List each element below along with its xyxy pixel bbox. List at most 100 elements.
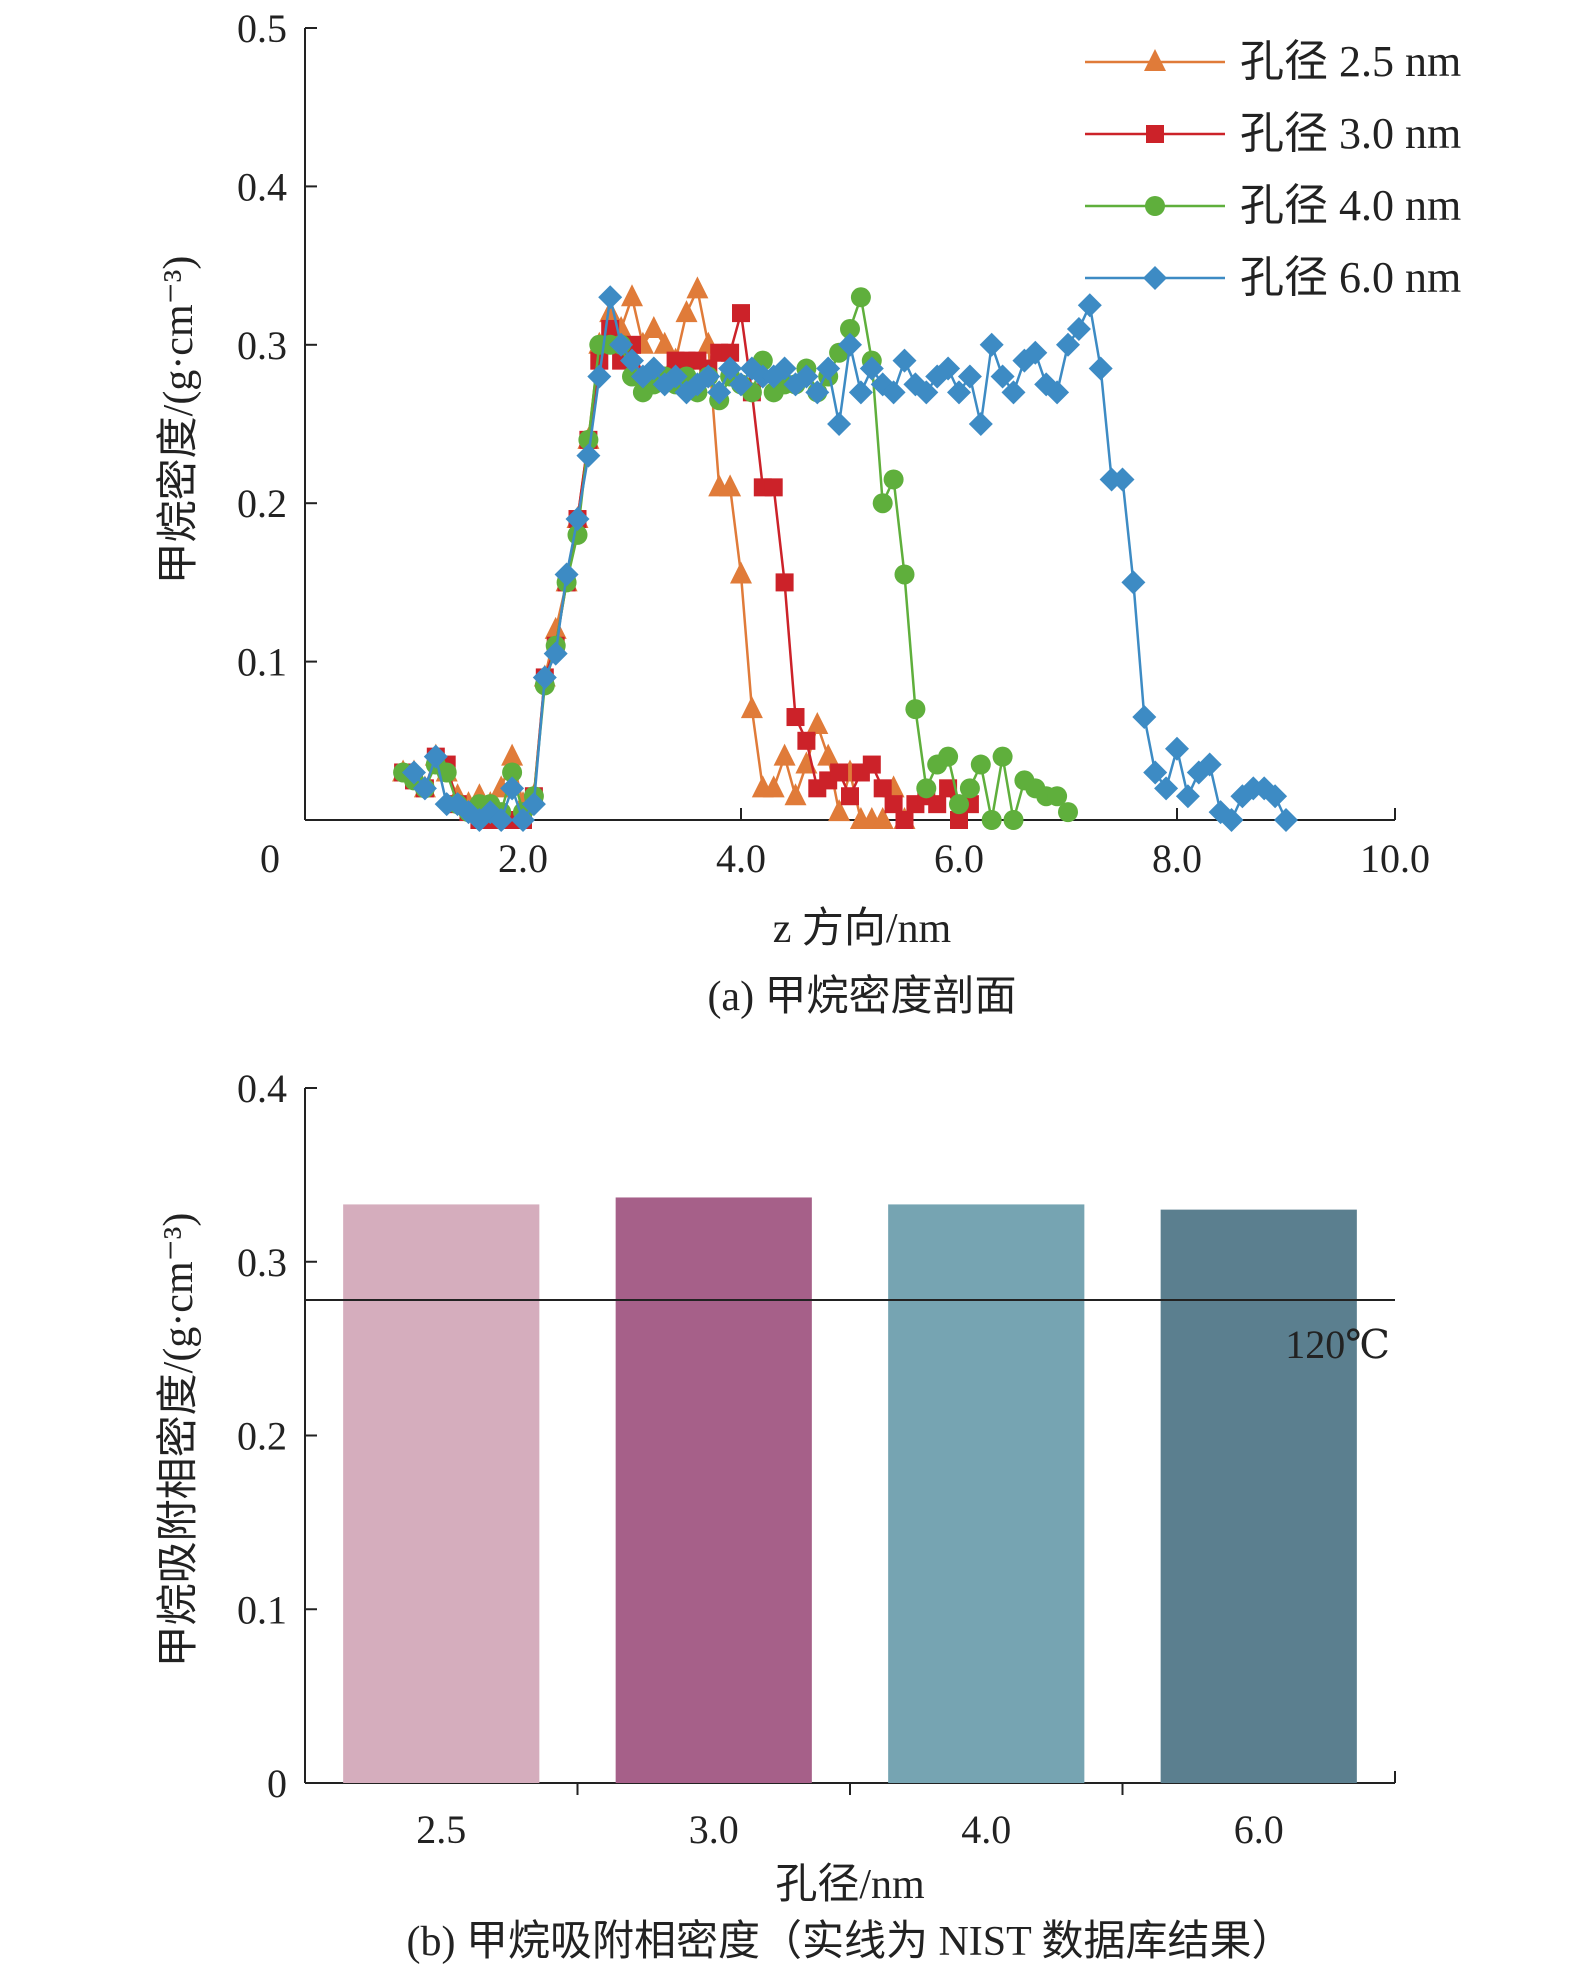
data-point: [729, 372, 753, 397]
data-point: [544, 616, 567, 639]
chart-b-y-tick-label: 0: [267, 1761, 287, 1806]
data-point: [881, 380, 906, 405]
data-point: [501, 743, 524, 766]
chart-b-y-tick-label: 0.3: [237, 1240, 287, 1285]
data-point: [905, 699, 926, 720]
data-point: [1219, 808, 1244, 832]
reference-line-label: 120℃: [1285, 1322, 1390, 1367]
chart-a-x-tick-label: 8.0: [1152, 836, 1202, 881]
data-point: [872, 493, 893, 514]
data-point: [511, 808, 535, 832]
data-point: [718, 356, 743, 381]
chart-a-x-ticks: 0 2.0 4.0 6.0 8.0 10.0: [260, 808, 1430, 881]
chart-a-y-tick-label: 0.4: [237, 164, 287, 209]
data-point: [947, 380, 971, 405]
chart-a-x-tick-label: 10.0: [1360, 836, 1430, 881]
data-point: [707, 380, 732, 405]
data-point: [620, 348, 644, 373]
data-point: [402, 760, 426, 785]
data-point: [686, 276, 709, 299]
data-point: [412, 776, 437, 801]
data-point: [816, 356, 841, 381]
legend-marker: [1146, 125, 1164, 143]
data-point: [939, 779, 958, 798]
data-point: [1066, 316, 1091, 341]
data-point: [696, 364, 721, 389]
series-line: [412, 297, 1288, 823]
legend-marker: [1144, 49, 1166, 71]
data-point: [762, 775, 785, 798]
data-point: [1003, 810, 1024, 830]
chart-a-legend: 孔径 2.5 nm 孔径 3.0 nm 孔径 4.0 nm 孔径 6.0 nm: [1085, 37, 1461, 302]
data-point: [587, 364, 612, 389]
data-point: [830, 763, 849, 782]
data-point: [784, 783, 807, 806]
data-point: [859, 356, 884, 381]
data-point: [642, 315, 665, 338]
data-point: [590, 351, 609, 370]
chart-a-y-tick-label: 0.1: [237, 640, 287, 685]
series-4: [402, 285, 1298, 832]
chart-a-x-tick-label: 4.0: [716, 836, 766, 881]
data-point: [916, 778, 937, 799]
data-point: [838, 332, 862, 357]
data-point: [721, 343, 740, 362]
data-point: [841, 787, 859, 806]
data-point: [719, 474, 742, 497]
legend-item: 孔径 2.5 nm: [1085, 37, 1461, 86]
chart-a-y-tick-label: 0.5: [237, 6, 287, 51]
data-point: [827, 412, 852, 436]
data-point: [817, 743, 840, 766]
data-point: [598, 285, 623, 310]
chart-a-caption: (a) 甲烷密度剖面: [707, 973, 1016, 1020]
data-point: [653, 331, 676, 354]
legend-item: 孔径 3.0 nm: [1085, 109, 1461, 158]
data-point: [848, 380, 873, 405]
chart-b-y-ticks: 0 0.1 0.2 0.3 0.4: [237, 1066, 317, 1806]
data-point: [1023, 340, 1048, 365]
chart-b-y-tick-label: 0.2: [237, 1414, 287, 1459]
data-point: [423, 744, 448, 769]
data-point: [949, 794, 969, 815]
data-point: [950, 811, 968, 829]
data-point: [894, 564, 915, 585]
data-point: [609, 332, 634, 357]
data-point: [1154, 776, 1179, 801]
legend-item: 孔径 4.0 nm: [1085, 181, 1461, 230]
data-point: [979, 332, 1004, 357]
data-point: [772, 356, 797, 381]
chart-a-y-ticks: 0.1 0.2 0.3 0.4 0.5: [237, 6, 317, 685]
data-point: [489, 808, 514, 832]
legend-label: 孔径 6.0 nm: [1240, 253, 1461, 302]
data-point: [1165, 736, 1189, 761]
data-point: [1045, 380, 1070, 405]
data-point: [641, 356, 666, 381]
chart-a-x-tick-label: 6.0: [934, 836, 984, 881]
bar: [1160, 1209, 1357, 1783]
chart-b-bars: [343, 1197, 1357, 1783]
data-point: [1263, 784, 1288, 809]
chart-a-xlabel: z 方向/nm: [773, 906, 952, 952]
data-point: [957, 364, 982, 389]
data-point: [981, 810, 1002, 830]
data-point: [1056, 332, 1080, 357]
data-point: [805, 380, 830, 405]
data-point: [543, 641, 568, 666]
legend-marker: [1143, 266, 1167, 290]
data-point: [1143, 760, 1168, 785]
data-point: [1175, 784, 1200, 809]
chart-a-x-tick-label: 0: [260, 836, 280, 881]
data-point: [1058, 802, 1078, 823]
chart-a-y-tick-label: 0.3: [237, 323, 287, 368]
data-point: [1001, 380, 1026, 405]
chart-a-y-tick-label: 0.2: [237, 481, 287, 526]
data-point: [895, 811, 914, 829]
chart-b-xlabel: 孔径/nm: [775, 1862, 925, 1908]
data-point: [576, 443, 601, 468]
data-point: [840, 318, 860, 339]
chart-b-ylabel: 甲烷吸附相密度/(g·cm⁻³): [155, 1213, 202, 1668]
data-point: [992, 746, 1013, 767]
data-point: [554, 562, 579, 587]
data-point: [884, 795, 903, 814]
chart-b-x-tick-label: 2.5: [416, 1807, 466, 1852]
